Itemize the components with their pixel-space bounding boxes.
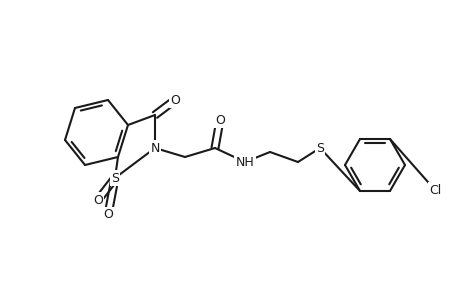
Text: S: S [315, 142, 323, 154]
Text: NH: NH [235, 155, 254, 169]
Text: O: O [103, 208, 113, 221]
Text: O: O [215, 113, 224, 127]
Text: O: O [93, 194, 103, 206]
Text: O: O [170, 94, 179, 106]
Text: Cl: Cl [428, 184, 440, 196]
Text: N: N [150, 142, 159, 154]
Text: S: S [111, 172, 119, 184]
